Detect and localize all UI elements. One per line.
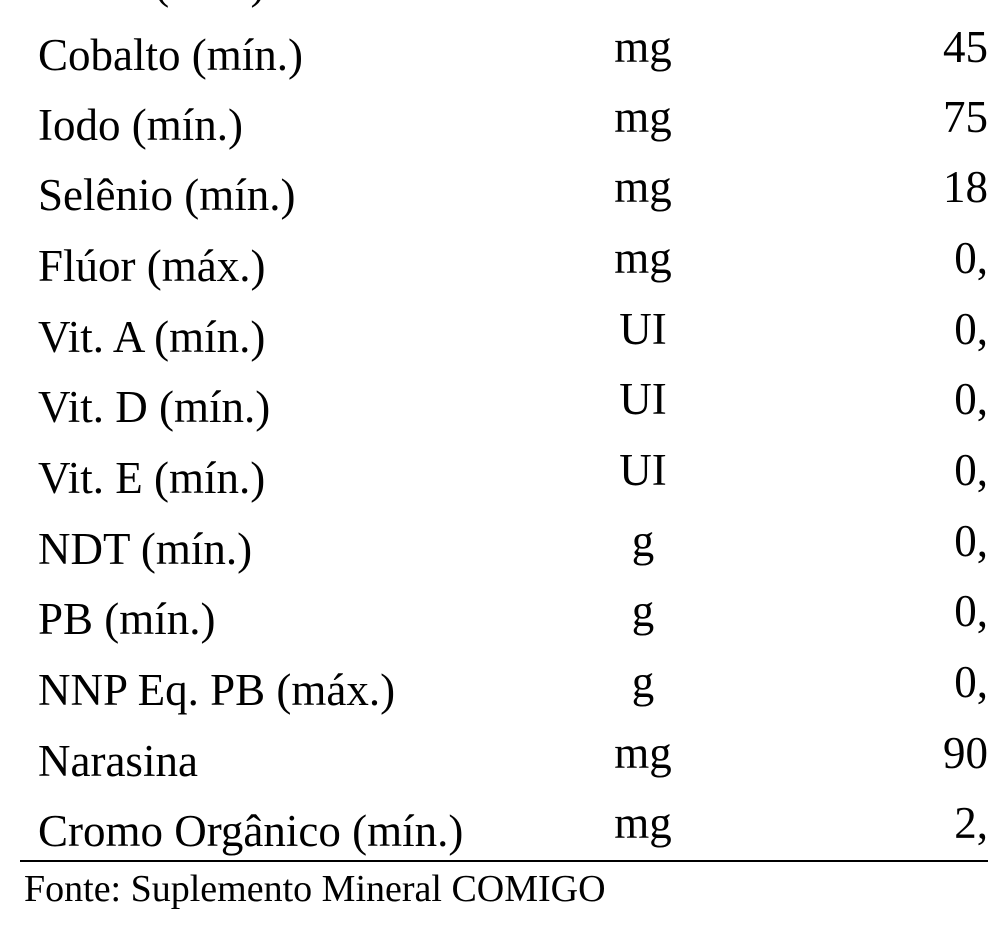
table-row: Narasina mg 90 [0, 726, 988, 796]
row-value-text: 18 [943, 162, 988, 212]
row-value: 0, [900, 223, 988, 293]
row-name: Cromo Orgânico (mín.) [38, 806, 464, 856]
row-name: NNP Eq. PB (máx.) [38, 665, 396, 715]
row-name: Narasina [38, 736, 198, 786]
clipped-top-row: Zinco (mín.) mg [0, 0, 988, 14]
row-name: Zinco (mín.) [38, 0, 265, 14]
row-value-text: 0, [954, 657, 988, 707]
row-value: 2, [900, 788, 988, 858]
source-note: Fonte: Suplemento Mineral COMIGO [24, 868, 606, 910]
row-name: PB (mín.) [38, 594, 216, 644]
table-row: NDT (mín.) g 0, [0, 514, 988, 584]
row-value-text: 0, [954, 374, 988, 424]
table-row: Vit. E (mín.) UI 0, [0, 443, 988, 513]
table-row: Selênio (mín.) mg 18 [0, 160, 988, 230]
row-unit: mg [614, 728, 672, 778]
row-value-text: 45 [943, 22, 988, 72]
row-unit: g [631, 657, 655, 707]
row-value: 0, [900, 506, 988, 576]
row-unit: mg [614, 22, 672, 72]
row-unit: mg [614, 798, 672, 848]
row-value-text: 0, [954, 586, 988, 636]
row-unit: g [631, 586, 655, 636]
row-value: 45 [900, 12, 988, 82]
row-value: 0, [900, 576, 988, 646]
row-value-text: 0, [954, 445, 988, 495]
table-row: Flúor (máx.) mg 0, [0, 231, 988, 301]
table-bottom-rule [20, 860, 988, 862]
row-unit: UI [619, 374, 667, 424]
row-value: 75 [900, 82, 988, 152]
row-unit: UI [619, 445, 667, 495]
row-unit: mg [614, 92, 672, 142]
row-unit: mg [614, 162, 672, 212]
row-value: 0, [900, 364, 988, 434]
row-unit: UI [619, 304, 667, 354]
row-name: Cobalto (mín.) [38, 30, 303, 80]
table-row: PB (mín.) g 0, [0, 584, 988, 654]
row-value-text: 90 [943, 728, 988, 778]
row-value: 0, [900, 647, 988, 717]
row-value: 0, [900, 294, 988, 364]
row-value-text: 75 [943, 92, 988, 142]
row-name: Flúor (máx.) [38, 241, 266, 291]
row-name: NDT (mín.) [38, 524, 253, 574]
row-value-text: 0, [954, 304, 988, 354]
row-value: 90 [900, 718, 988, 788]
row-value-text: 0, [954, 516, 988, 566]
row-value: 0, [900, 435, 988, 505]
row-value-text: 0, [954, 233, 988, 283]
table-row: Vit. D (mín.) UI 0, [0, 372, 988, 442]
table-row: Cromo Orgânico (mín.) mg 2, [0, 796, 988, 866]
row-unit: g [631, 516, 655, 566]
row-unit: mg [614, 233, 672, 283]
row-value-text: 2, [954, 798, 988, 848]
row-name: Vit. D (mín.) [38, 382, 271, 432]
table-row: Iodo (mín.) mg 75 [0, 90, 988, 160]
row-unit: mg [560, 0, 726, 10]
row-value: 18 [900, 152, 988, 222]
table-row: Vit. A (mín.) UI 0, [0, 302, 988, 372]
row-name: Selênio (mín.) [38, 170, 296, 220]
row-name: Vit. E (mín.) [38, 453, 266, 503]
row-name: Vit. A (mín.) [38, 312, 266, 362]
table-row: Cobalto (mín.) mg 45 [0, 20, 988, 90]
row-name: Iodo (mín.) [38, 100, 243, 150]
table-row: NNP Eq. PB (máx.) g 0, [0, 655, 988, 725]
